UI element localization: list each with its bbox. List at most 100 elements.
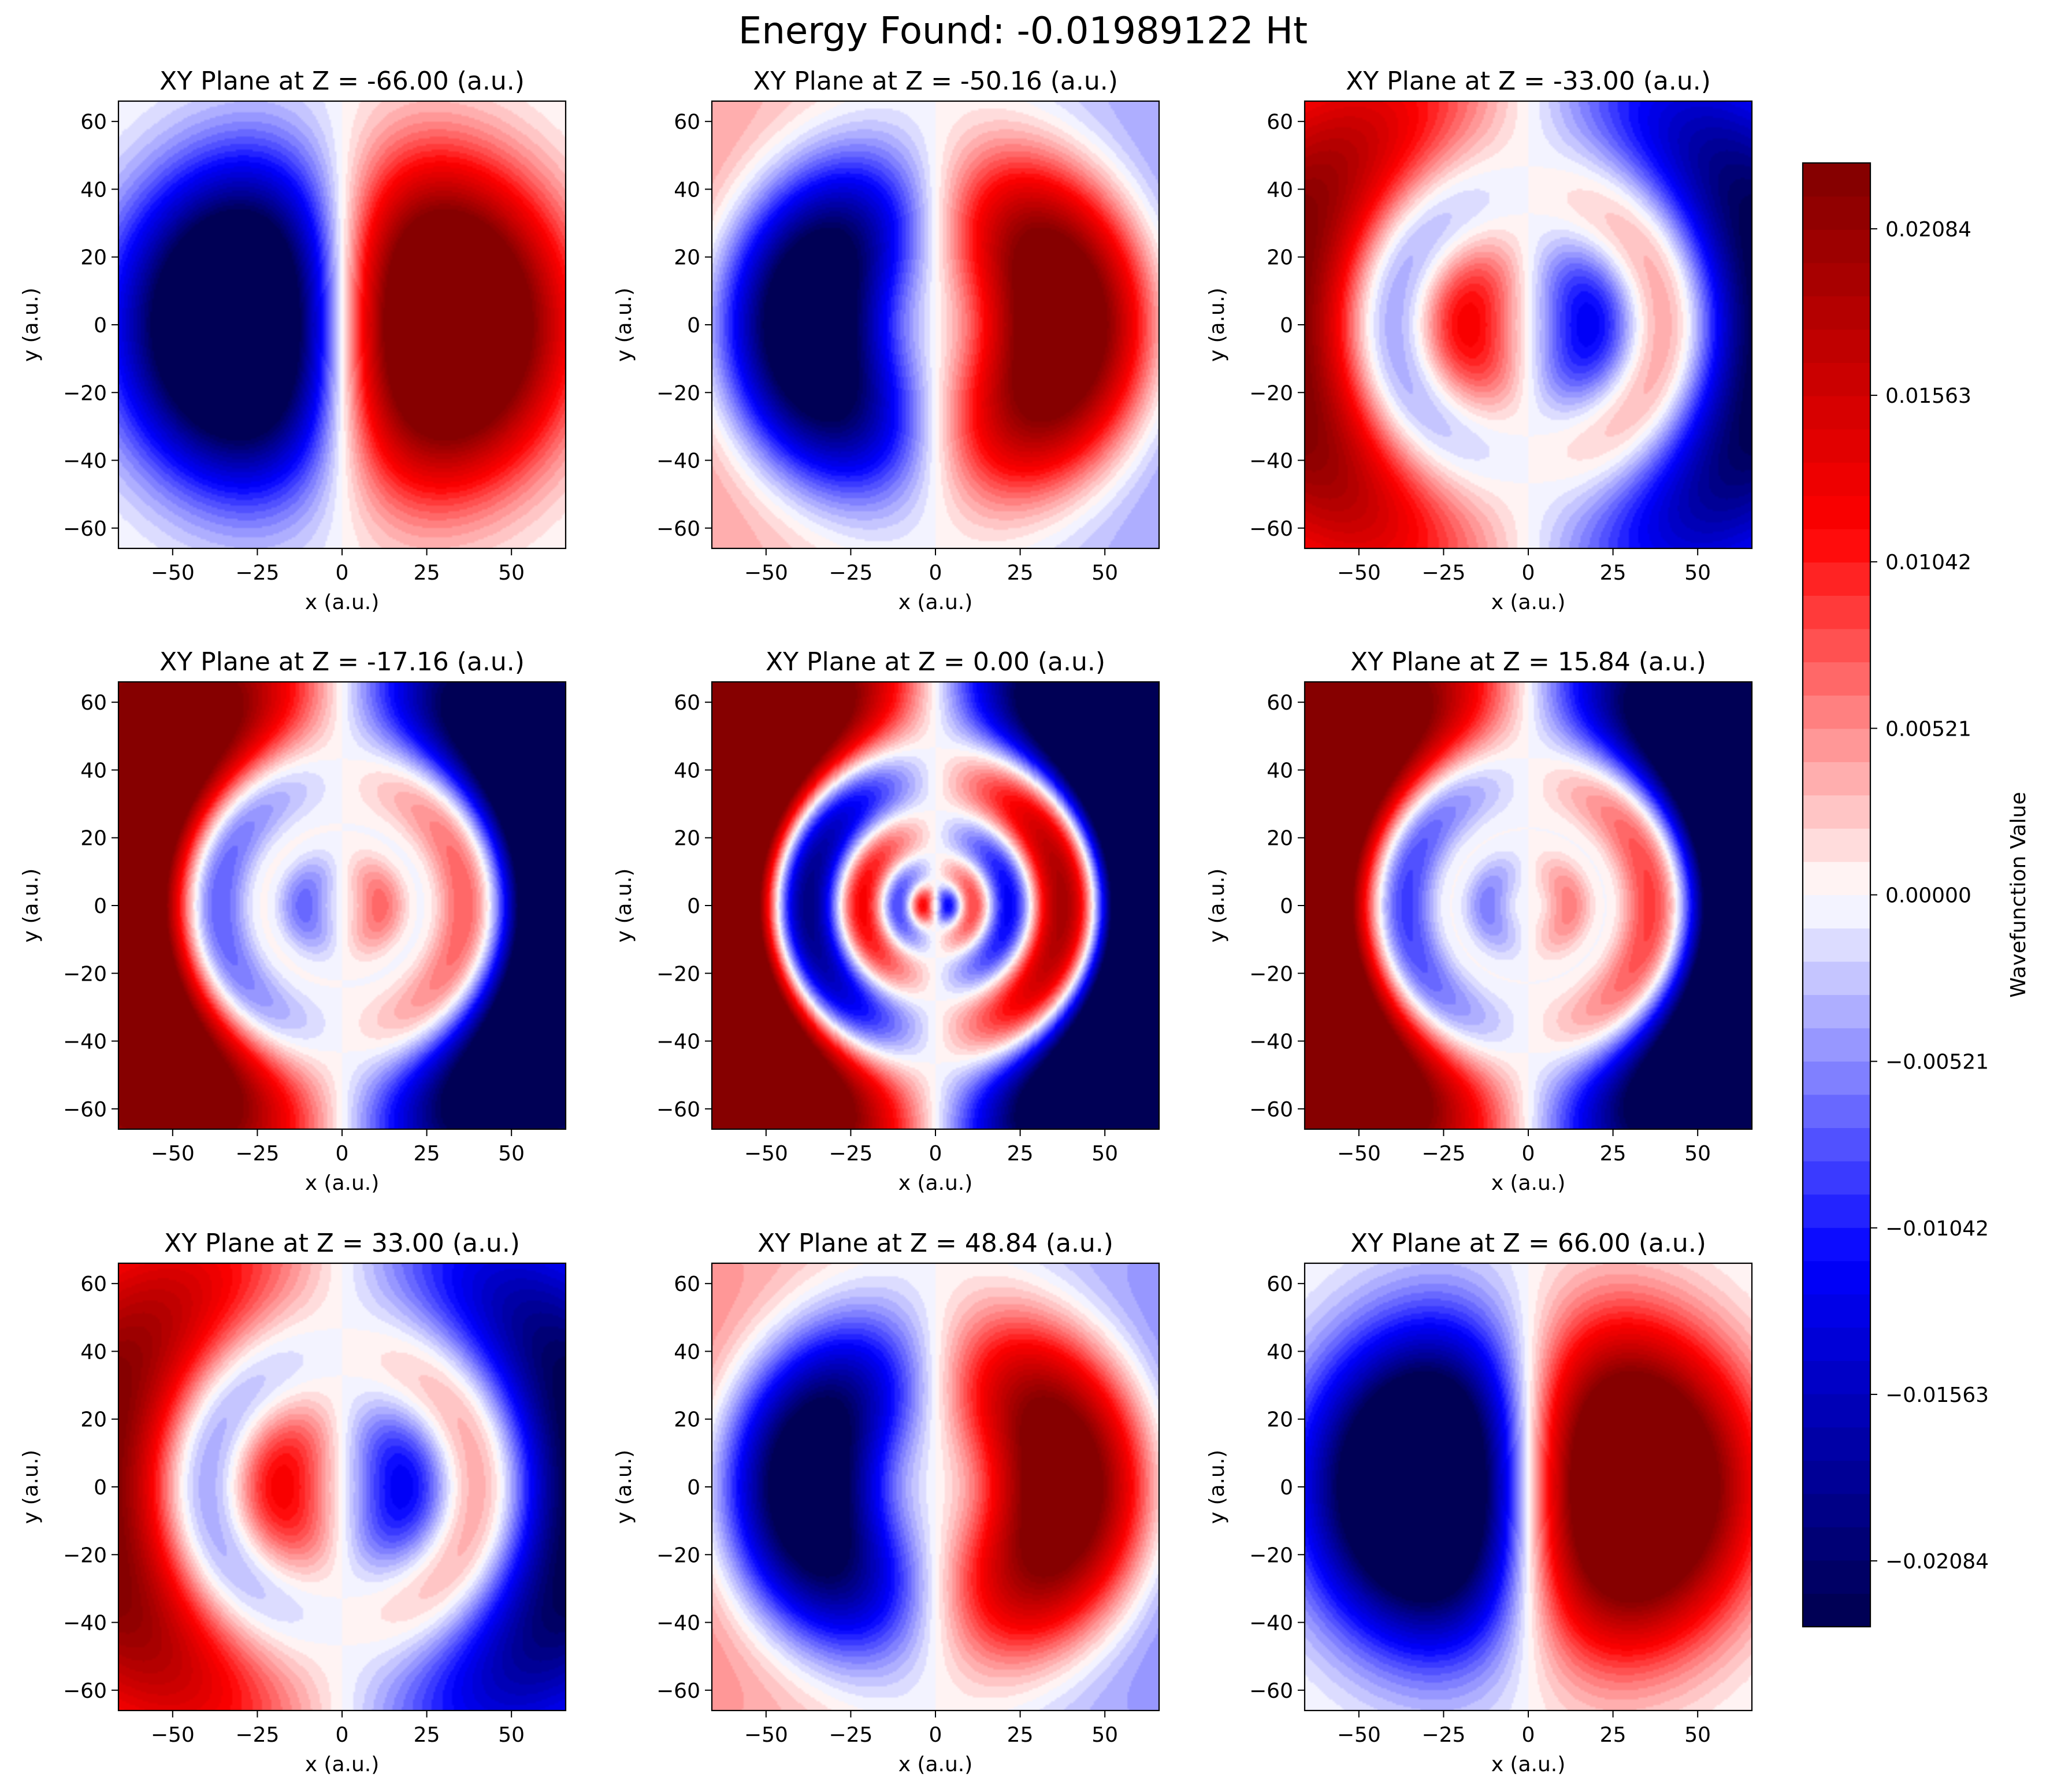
- x-tick-label: 25: [1600, 1142, 1627, 1166]
- subplot-title: XY Plane at Z = -33.00 (a.u.): [1346, 66, 1711, 96]
- colorbar-level: [1803, 429, 1870, 463]
- heatmap-image: [1305, 682, 1752, 1129]
- y-tick-label: −40: [63, 1030, 107, 1054]
- y-tick-label: 40: [674, 759, 700, 782]
- x-tick-label: −25: [1421, 1723, 1465, 1747]
- y-tick-label: −20: [1249, 381, 1293, 405]
- x-tick-label: −50: [1337, 1142, 1381, 1166]
- y-tick-label: 0: [1280, 895, 1293, 918]
- colorbar-level: [1803, 462, 1870, 496]
- y-axis-label: y (a.u.): [19, 869, 43, 943]
- subplot-9: −50 −25 0 25 50 60 40 20 0 −20 −40 −60 XY Plane at Z…: [1205, 1229, 1753, 1776]
- colorbar-level: [1803, 329, 1870, 363]
- colorbar-level: [1803, 1061, 1870, 1095]
- y-tick-label: 20: [80, 246, 107, 270]
- colorbar-level: [1803, 229, 1870, 264]
- x-tick-label: 50: [1091, 1723, 1118, 1747]
- heatmap-image: [712, 1263, 1159, 1711]
- y-tick-label: 40: [1267, 1340, 1293, 1364]
- y-tick-label: −20: [63, 381, 107, 405]
- x-tick-label: −50: [744, 561, 788, 585]
- y-tick-label: −60: [656, 517, 700, 541]
- y-tick-label: 60: [674, 110, 700, 134]
- colorbar-level: [1803, 1593, 1870, 1627]
- x-axis-label: x (a.u.): [305, 1753, 380, 1776]
- y-tick-label: 20: [80, 1408, 107, 1432]
- y-tick-label: −60: [1249, 1098, 1293, 1122]
- x-tick-label: 25: [414, 561, 440, 585]
- x-tick-label: 25: [414, 1723, 440, 1747]
- y-tick-label: 0: [687, 314, 700, 337]
- colorbar-tick-label: 0.00521: [1885, 717, 1971, 741]
- x-tick-label: 50: [498, 1142, 525, 1166]
- y-tick-label: 60: [1267, 110, 1293, 134]
- y-axis-label: y (a.u.): [1205, 288, 1229, 362]
- colorbar-level: [1803, 628, 1870, 663]
- x-axis-label: x (a.u.): [1491, 1171, 1566, 1195]
- colorbar-label: Wavefunction Value: [2007, 792, 2030, 997]
- y-tick-label: 20: [674, 246, 700, 270]
- x-tick-label: −50: [744, 1142, 788, 1166]
- y-tick-label: −20: [63, 962, 107, 986]
- subplot-title: XY Plane at Z = 15.84 (a.u.): [1350, 647, 1706, 677]
- colorbar-level: [1803, 529, 1870, 563]
- x-axis-label: x (a.u.): [898, 591, 973, 614]
- subplot-2: −50 −25 0 25 50 60 40 20 0 −20 −40 −60 XY Plane at Z…: [612, 66, 1160, 614]
- heatmap-image: [1305, 1263, 1752, 1711]
- colorbar-level: [1803, 728, 1870, 762]
- y-tick-label: 40: [80, 1340, 107, 1364]
- subplot-title: XY Plane at Z = 48.84 (a.u.): [757, 1229, 1113, 1258]
- y-tick-label: 0: [1280, 1476, 1293, 1500]
- y-axis-label: y (a.u.): [19, 288, 43, 362]
- x-tick-label: 50: [498, 1723, 525, 1747]
- subplot-3: −50 −25 0 25 50 60 40 20 0 −20 −40 −60 XY Plane at Z…: [1205, 66, 1753, 614]
- subplot-title: XY Plane at Z = 0.00 (a.u.): [766, 647, 1105, 677]
- colorbar-level: [1803, 1127, 1870, 1162]
- colorbar-level: [1803, 695, 1870, 729]
- x-tick-label: −25: [829, 1142, 872, 1166]
- y-tick-label: −60: [63, 1098, 107, 1122]
- x-axis-label: x (a.u.): [1491, 591, 1566, 614]
- colorbar-level: [1803, 395, 1870, 430]
- x-tick-label: 50: [1091, 561, 1118, 585]
- y-tick-label: 0: [94, 314, 107, 337]
- colorbar-tick-label: 0.02084: [1885, 218, 1971, 242]
- x-tick-label: 0: [929, 1723, 942, 1747]
- y-tick-label: 0: [1280, 314, 1293, 337]
- subplot-title: XY Plane at Z = 66.00 (a.u.): [1350, 1229, 1706, 1258]
- y-tick-label: −20: [656, 381, 700, 405]
- x-tick-label: 25: [1600, 1723, 1627, 1747]
- y-tick-label: 20: [80, 827, 107, 851]
- x-tick-label: 50: [1684, 1723, 1711, 1747]
- x-tick-label: 25: [1007, 1142, 1034, 1166]
- subplot-1: −50 −25 0 25 50 60 40 20 0 −20 −40 −60 XY Plane at Z…: [19, 66, 567, 614]
- x-tick-label: 0: [336, 561, 349, 585]
- colorbar-level: [1803, 795, 1870, 829]
- y-tick-label: −40: [1249, 1612, 1293, 1635]
- figure-title: Energy Found: -0.01989122 Ht: [738, 10, 1308, 53]
- y-tick-label: −20: [1249, 962, 1293, 986]
- y-tick-label: −40: [656, 450, 700, 473]
- x-tick-label: 0: [1522, 561, 1535, 585]
- subplot-title: XY Plane at Z = 33.00 (a.u.): [164, 1229, 520, 1258]
- y-tick-label: −60: [63, 517, 107, 541]
- x-tick-label: −50: [151, 561, 195, 585]
- heatmap-image: [118, 1263, 566, 1711]
- x-tick-label: 25: [1600, 561, 1627, 585]
- colorbar-level: [1803, 1394, 1870, 1428]
- subplot-title: XY Plane at Z = -66.00 (a.u.): [159, 66, 525, 96]
- y-tick-label: 60: [80, 110, 107, 134]
- y-tick-label: −40: [656, 1030, 700, 1054]
- y-tick-label: 60: [1267, 691, 1293, 715]
- heatmap-image: [712, 101, 1159, 548]
- x-tick-label: 0: [336, 1723, 349, 1747]
- x-axis-label: x (a.u.): [898, 1171, 973, 1195]
- heatmap-image: [118, 682, 566, 1129]
- y-tick-label: −60: [63, 1679, 107, 1703]
- colorbar-level: [1803, 1560, 1870, 1594]
- y-axis-label: y (a.u.): [1205, 1450, 1229, 1524]
- colorbar-tick-label: −0.02084: [1885, 1550, 1989, 1574]
- subplot-4: −50 −25 0 25 50 60 40 20 0 −20 −40 −60 XY Plane at Z…: [19, 647, 567, 1195]
- y-tick-label: −40: [1249, 1030, 1293, 1054]
- colorbar-level: [1803, 861, 1870, 896]
